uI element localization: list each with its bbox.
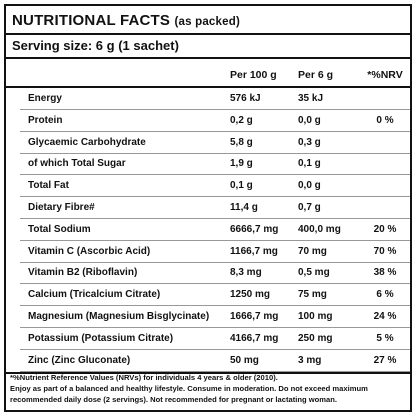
nutrient-label: Magnesium (Magnesium Bisglycinate) — [28, 311, 210, 322]
header-row: Per 100 g Per 6 g *%NRV — [6, 64, 410, 88]
per-serving: 0,7 g — [298, 202, 321, 213]
per-100g: 1166,7 mg — [230, 245, 278, 257]
per-100g: 4166,7 mg — [230, 332, 279, 344]
per-100g: 0,2 g — [230, 114, 253, 126]
nrv: 27 % — [373, 354, 397, 366]
per-100g: 6666,7 mg — [230, 223, 279, 235]
footnote: *%Nutrient Reference Values (NRVs) for i… — [10, 373, 278, 382]
nrv: 6 % — [376, 289, 394, 301]
per-100g: 576 kJ — [230, 93, 261, 104]
column-header: Per 6 g — [298, 69, 334, 81]
per-100g: 8,3 mg — [230, 267, 262, 279]
nrv: 5 % — [376, 332, 394, 344]
title: NUTRITIONAL FACTS — [12, 12, 171, 29]
table-row: Dietary Fibre# 11,4 g 0,7 g — [20, 197, 410, 219]
divider — [6, 33, 410, 35]
table-row: Calcium (Tricalcium Citrate) 1250 mg 75 mg… — [20, 284, 410, 307]
column-header: *%NRV — [367, 69, 403, 81]
per-serving: 35 kJ — [298, 93, 324, 104]
table-row: Glycaemic Carbohydrate 5,8 g 0,3 g — [20, 132, 410, 154]
nutrient-label: Zinc (Zinc Gluconate) — [28, 354, 131, 366]
nutrient-label: Total Sodium — [28, 223, 91, 235]
table-row: Zinc (Zinc Gluconate) 50 mg 3 mg 27 % — [20, 350, 410, 372]
footnotes: *%Nutrient Reference Values (NRVs) for i… — [10, 372, 406, 405]
table-row: Vitamin C (Ascorbic Acid) 1166,7 mg 70 mg 7… — [20, 241, 410, 263]
per-100g: 11,4 g — [230, 202, 258, 213]
per-serving: 75 mg — [298, 289, 327, 301]
nutrient-label: Dietary Fibre# — [28, 202, 95, 213]
nrv: 38 % — [373, 267, 397, 279]
table-row: Total Fat 0,1 g 0,0 g — [20, 175, 410, 198]
table-row: Energy 576 kJ 35 kJ — [20, 88, 410, 110]
per-serving: 3 mg — [298, 354, 322, 366]
nutrient-label: Vitamin C (Ascorbic Acid) — [28, 245, 151, 257]
nutrient-label: Protein — [28, 114, 63, 126]
nrv: 70 % — [373, 245, 397, 257]
per-serving: 0,0 g — [298, 114, 321, 126]
divider — [6, 372, 410, 375]
divider — [6, 57, 410, 59]
per-100g: 5,8 g — [230, 136, 253, 148]
nrv: 24 % — [373, 311, 397, 322]
per-serving: 0,3 g — [298, 136, 321, 148]
table-row: Magnesium (Magnesium Bisglycinate) 1666,7… — [20, 306, 410, 328]
per-100g: 1250 mg — [230, 289, 271, 301]
nutrient-label: Potassium (Potassium Citrate) — [28, 332, 174, 344]
per-serving: 100 mg — [298, 311, 333, 322]
per-100g: 0,1 g — [230, 180, 253, 192]
serving-size: Serving size: 6 g (1 sachet) — [12, 38, 179, 53]
nutrient-label: of which Total Sugar — [28, 158, 126, 170]
per-100g: 50 mg — [230, 354, 259, 366]
per-serving: 400,0 mg — [298, 223, 341, 235]
per-serving: 0,5 mg — [298, 267, 330, 279]
per-serving: 0,1 g — [298, 158, 321, 170]
title-block: NUTRITIONAL FACTS (as packed) — [12, 12, 240, 29]
nutrient-label: Calcium (Tricalcium Citrate) — [28, 289, 161, 301]
nrv: 20 % — [373, 223, 397, 235]
table-row: Potassium (Potassium Citrate) 4166,7 mg 25… — [20, 328, 410, 350]
title-note: (as packed) — [174, 16, 240, 28]
per-serving: 70 mg — [298, 245, 327, 257]
nutrient-label: Vitamin B2 (Riboflavin) — [28, 267, 138, 279]
nutrition-panel: NUTRITIONAL FACTS (as packed) Serving si… — [4, 4, 412, 412]
nutrient-label: Total Fat — [28, 180, 69, 192]
table-row: Vitamin B2 (Riboflavin) 8,3 mg 0,5 mg 38 % — [20, 262, 410, 285]
per-100g: 1,9 g — [230, 158, 253, 170]
column-header: Per 100 g — [230, 69, 277, 81]
per-100g: 1666,7 mg — [230, 311, 279, 322]
nutrient-label: Glycaemic Carbohydrate — [28, 136, 146, 148]
per-serving: 250 mg — [298, 332, 333, 344]
nrv: 0 % — [376, 114, 394, 126]
table-row: Total Sodium 6666,7 mg 400,0 mg 20 % — [20, 219, 410, 241]
per-serving: 0,0 g — [298, 180, 321, 192]
table-row: of which Total Sugar 1,9 g 0,1 g — [20, 153, 410, 176]
table-row: Protein 0,2 g 0,0 g 0 % — [20, 110, 410, 132]
nutrient-label: Energy — [28, 93, 62, 104]
footnote: Enjoy as part of a balanced and healthy … — [10, 384, 368, 404]
